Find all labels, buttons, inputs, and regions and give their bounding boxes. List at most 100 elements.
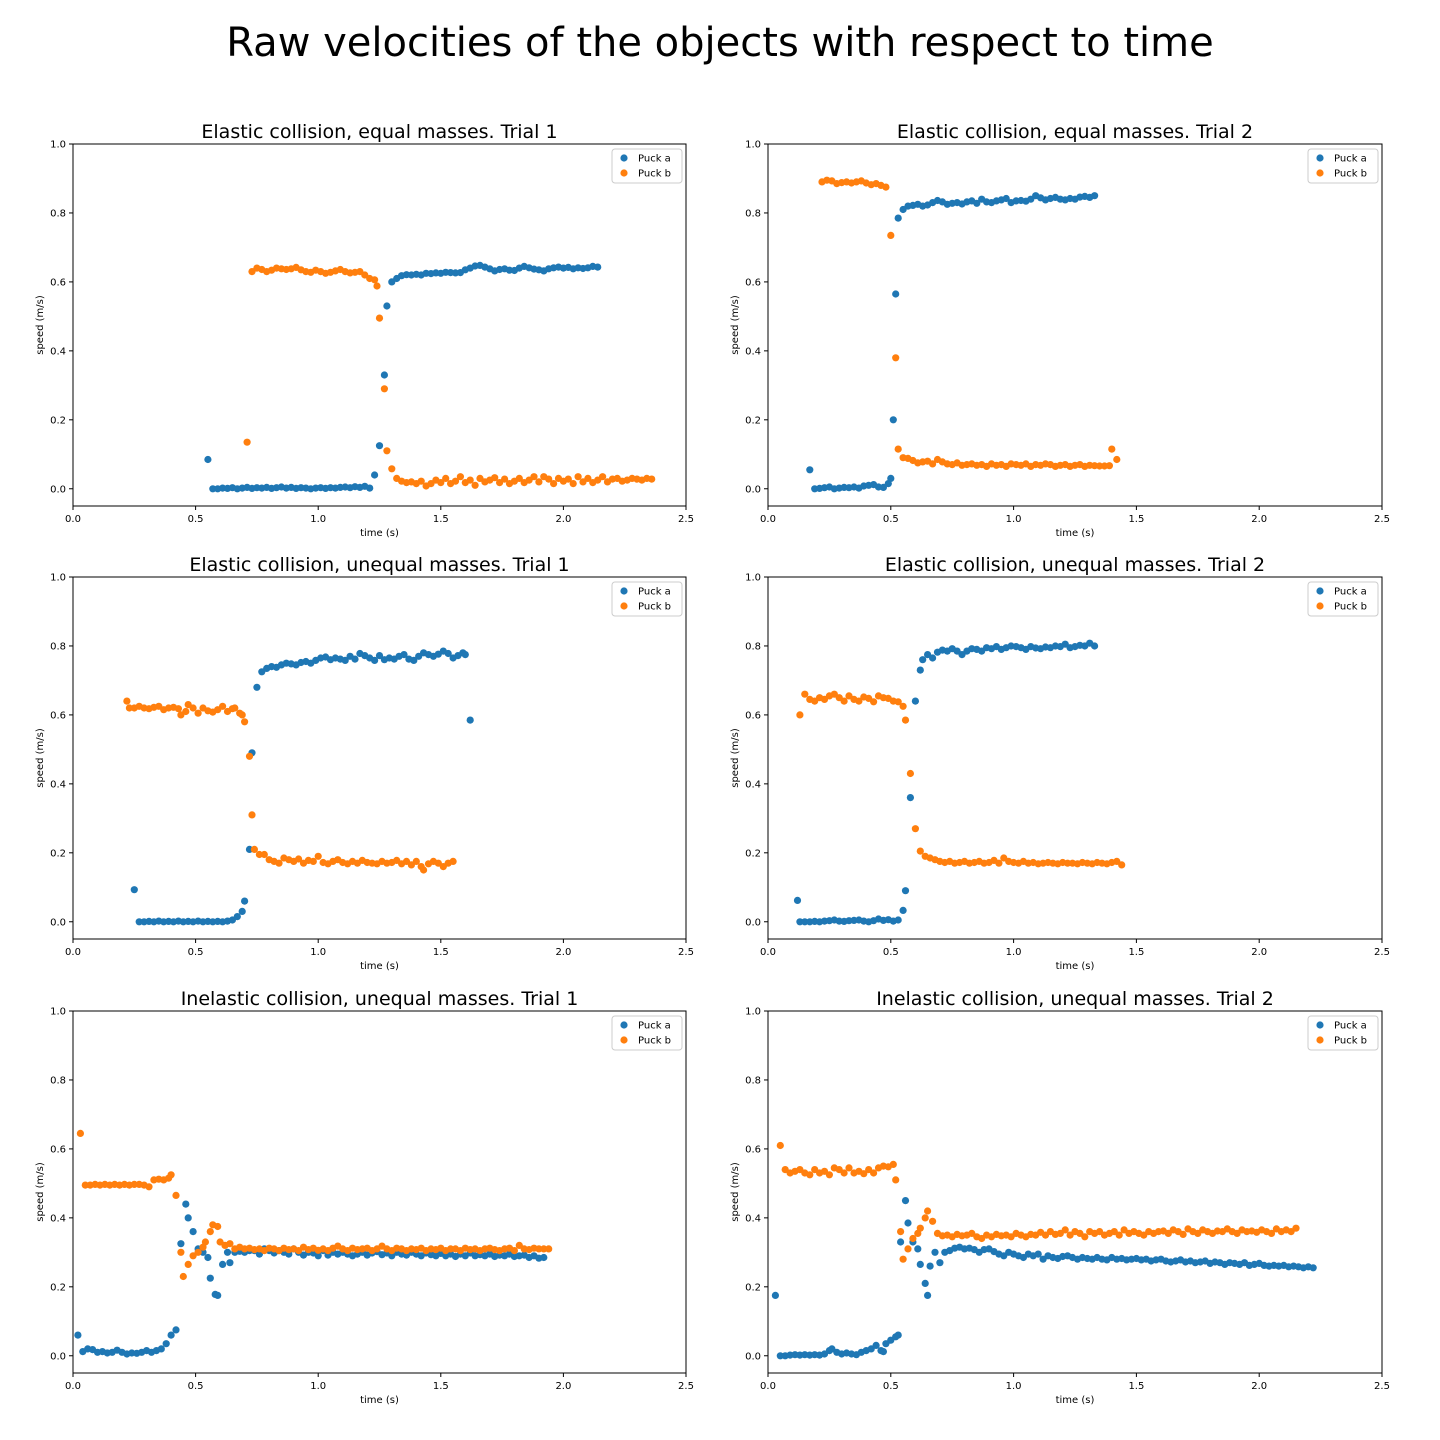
x-tick-label: 2.5 <box>1374 1381 1390 1392</box>
data-point <box>123 697 131 705</box>
series-puck-a <box>74 1200 548 1358</box>
legend-box <box>611 148 683 184</box>
data-point <box>375 314 384 322</box>
legend-box <box>1307 1015 1379 1051</box>
legend-label: Puck a <box>1334 1021 1367 1032</box>
y-tick-label: 0.8 <box>745 1075 761 1086</box>
data-point <box>388 465 396 473</box>
data-point <box>806 1171 814 1179</box>
data-point <box>295 855 303 863</box>
x-tick-label: 2.0 <box>555 947 571 958</box>
y-tick-label: 1.0 <box>745 1007 761 1018</box>
y-tick-label: 0.2 <box>745 415 761 426</box>
data-point <box>375 652 384 660</box>
y-tick-label: 0.2 <box>745 848 761 859</box>
y-tick-label: 0.0 <box>50 917 66 928</box>
legend-label: Puck a <box>638 587 671 598</box>
subplot-6: Inelastic collision, unequal masses. Tri… <box>730 988 1390 1406</box>
data-point <box>442 474 450 482</box>
data-point <box>594 263 602 271</box>
data-point <box>771 1291 780 1299</box>
data-point <box>204 455 212 464</box>
subplot-title: Elastic collision, unequal masses. Trial… <box>885 554 1265 576</box>
legend-label: Puck b <box>638 1036 671 1047</box>
y-tick-label: 0.4 <box>745 1213 761 1224</box>
plot-frame <box>72 143 687 507</box>
plot-frame <box>72 576 687 940</box>
data-point <box>879 1348 888 1356</box>
data-point <box>906 794 915 802</box>
data-point <box>855 697 863 705</box>
data-point <box>806 466 814 474</box>
series-puck-a <box>793 639 1099 926</box>
x-axis-label: time (s) <box>1056 1395 1095 1406</box>
data-point <box>314 852 322 860</box>
data-point <box>189 704 197 712</box>
data-point <box>564 475 572 483</box>
subplot-title: Elastic collision, equal masses. Trial 1 <box>201 121 557 143</box>
x-axis-label: time (s) <box>360 961 399 972</box>
x-tick-label: 0.5 <box>188 514 204 525</box>
y-tick-label: 0.6 <box>745 710 761 721</box>
legend: Puck a Puck b <box>1307 1015 1379 1051</box>
data-point <box>892 290 900 298</box>
legend-box <box>1307 148 1379 184</box>
x-tick-label: 2.5 <box>678 947 694 958</box>
legend-marker <box>1316 169 1324 177</box>
series-puck-b <box>243 263 656 490</box>
y-tick-label: 0.4 <box>50 779 66 790</box>
y-tick-label: 0.2 <box>50 1282 66 1293</box>
data-point <box>383 447 391 455</box>
data-point <box>584 474 592 482</box>
data-point <box>892 354 900 362</box>
data-point <box>796 711 804 719</box>
data-point <box>914 1245 922 1253</box>
x-tick-label: 2.5 <box>1374 514 1390 525</box>
x-tick-label: 0.0 <box>65 947 81 958</box>
data-point <box>894 445 902 453</box>
data-point <box>74 1331 82 1339</box>
data-point <box>466 716 474 724</box>
data-point <box>420 866 428 874</box>
plot-frame <box>72 1010 687 1374</box>
data-point <box>184 1260 192 1268</box>
legend: Puck a Puck b <box>1307 148 1379 184</box>
y-tick-label: 0.6 <box>745 1144 761 1155</box>
y-tick-label: 0.8 <box>745 208 761 219</box>
data-point <box>380 371 388 379</box>
series-puck-a <box>130 647 474 926</box>
y-tick-label: 0.0 <box>50 1351 66 1362</box>
data-point <box>162 1340 170 1348</box>
y-tick-label: 0.6 <box>50 1144 66 1155</box>
data-point <box>921 1279 929 1287</box>
legend-marker <box>620 154 628 162</box>
y-tick-label: 0.4 <box>50 1213 66 1224</box>
x-axis-label: time (s) <box>360 1395 399 1406</box>
x-tick-label: 0.5 <box>188 947 204 958</box>
data-point <box>936 1259 944 1267</box>
data-point <box>599 473 607 481</box>
subplot-title: Elastic collision, equal masses. Trial 2 <box>897 121 1253 143</box>
y-tick-label: 0.0 <box>745 484 761 495</box>
data-point <box>515 474 523 482</box>
data-point <box>889 416 897 424</box>
data-point <box>892 1176 900 1184</box>
data-point <box>899 702 907 710</box>
data-point <box>931 1248 939 1256</box>
x-tick-label: 0.0 <box>760 947 776 958</box>
data-point <box>904 1245 912 1253</box>
data-point <box>1002 194 1010 203</box>
data-point <box>860 1170 868 1178</box>
legend-marker <box>1316 1036 1324 1044</box>
data-point <box>897 1238 905 1246</box>
y-tick-label: 0.2 <box>745 1282 761 1293</box>
plot-frame <box>767 1010 1383 1374</box>
legend-label: Puck b <box>638 169 671 180</box>
y-tick-label: 0.4 <box>745 346 761 357</box>
data-point <box>924 1207 932 1215</box>
data-point <box>194 1248 202 1256</box>
figure-title: Raw velocities of the objects with respe… <box>226 20 1214 66</box>
data-point <box>241 897 249 905</box>
data-point <box>177 1248 185 1256</box>
data-point <box>1113 455 1121 464</box>
